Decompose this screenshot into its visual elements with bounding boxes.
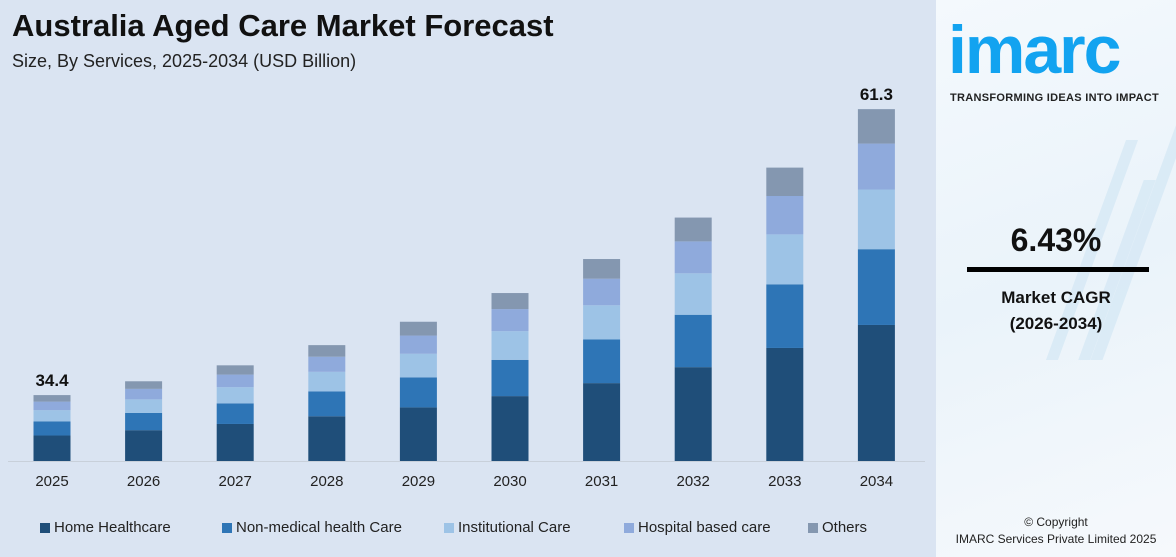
- bar-segment-home-healthcare-2029: [399, 407, 437, 461]
- bar-segment-others-2027: [216, 365, 254, 375]
- imarc-logo: imarc: [948, 12, 1121, 88]
- bar-segment-others-2028: [308, 345, 346, 357]
- bar-segment-hospital-based-care-2032: [674, 241, 712, 274]
- copyright-line1: © Copyright: [1024, 515, 1088, 529]
- legend-swatch: [444, 522, 454, 533]
- plot: 2025 34.4 2026 2027 2028 2029 2030 2031 2032 2033…: [8, 85, 925, 490]
- legend-item: Non-medical health Care: [222, 519, 444, 536]
- bar-segment-hospital-based-care-2031: [583, 278, 621, 306]
- legend-item: Others: [808, 519, 888, 536]
- bar-segment-hospital-based-care-2033: [766, 196, 804, 235]
- chart-title: Australia Aged Care Market Forecast: [12, 8, 554, 43]
- legend-label: Non-medical health Care: [236, 519, 402, 536]
- bar-segment-hospital-based-care-2025: [33, 401, 71, 411]
- bar-segment-non-medical-health-care-2029: [399, 377, 437, 408]
- x-tick-label: 2034: [860, 473, 893, 490]
- bar-segment-hospital-based-care-2030: [491, 309, 529, 332]
- bar-segment-home-healthcare-2032: [674, 367, 712, 461]
- x-tick-label: 2032: [677, 473, 710, 490]
- legend-label: Others: [822, 519, 868, 536]
- bar-segment-home-healthcare-2033: [766, 347, 804, 461]
- bar-segment-non-medical-health-care-2032: [674, 314, 712, 368]
- bar-segment-non-medical-health-care-2025: [33, 421, 71, 436]
- cagr-label-text: Market CAGR: [1001, 288, 1111, 307]
- bar-segment-non-medical-health-care-2031: [583, 339, 621, 384]
- bar-segment-institutional-care-2026: [125, 399, 163, 413]
- data-label: 34.4: [35, 371, 69, 390]
- chart-subtitle: Size, By Services, 2025-2034 (USD Billio…: [12, 51, 357, 71]
- chart-area: Australia Aged Care Market Forecast Size…: [8, 8, 925, 536]
- data-label: 61.3: [860, 85, 893, 104]
- bar-segment-institutional-care-2027: [216, 387, 254, 404]
- x-tick-label: 2027: [219, 473, 252, 490]
- bar-segment-non-medical-health-care-2027: [216, 403, 254, 424]
- legend-label: Home Healthcare: [54, 519, 171, 536]
- copyright: © Copyright IMARC Services Private Limit…: [936, 514, 1176, 548]
- bar-segment-home-healthcare-2027: [216, 423, 254, 461]
- legend-label: Institutional Care: [458, 519, 571, 536]
- bar-segment-home-healthcare-2030: [491, 396, 529, 461]
- bar-segment-non-medical-health-care-2034: [857, 249, 895, 325]
- bar-segment-hospital-based-care-2026: [125, 388, 163, 400]
- bar-segment-non-medical-health-care-2026: [125, 412, 163, 431]
- legend-item: Hospital based care: [624, 519, 808, 536]
- x-tick-label: 2028: [310, 473, 343, 490]
- bar-segment-home-healthcare-2025: [33, 435, 71, 461]
- bar-segment-others-2033: [766, 167, 804, 197]
- bar-segment-home-healthcare-2034: [857, 324, 895, 461]
- x-tick-label: 2033: [768, 473, 801, 490]
- bar-segment-institutional-care-2031: [583, 305, 621, 340]
- bar-segment-non-medical-health-care-2033: [766, 284, 804, 348]
- bar-segment-hospital-based-care-2027: [216, 374, 254, 388]
- bar-segment-home-healthcare-2028: [308, 416, 346, 461]
- bar-segment-institutional-care-2032: [674, 273, 712, 315]
- bar-segment-non-medical-health-care-2030: [491, 359, 529, 397]
- legend: Home Healthcare Non-medical health Care In…: [40, 519, 888, 536]
- side-panel: imarc TRANSFORMING IDEAS INTO IMPACT 6.4…: [936, 0, 1176, 557]
- cagr-label: Market CAGR (2026-2034): [936, 285, 1176, 337]
- bar-segment-others-2029: [399, 321, 437, 336]
- bar-segment-institutional-care-2028: [308, 371, 346, 392]
- bar-segment-institutional-care-2033: [766, 234, 804, 285]
- cagr-value: 6.43%: [1010, 222, 1102, 258]
- x-tick-label: 2026: [127, 473, 160, 490]
- bar-segment-institutional-care-2025: [33, 410, 71, 422]
- bar-segment-institutional-care-2030: [491, 331, 529, 360]
- bar-segment-others-2034: [857, 109, 895, 144]
- legend-item: Institutional Care: [444, 519, 624, 536]
- cagr-period: (2026-2034): [1009, 314, 1103, 333]
- x-tick-label: 2029: [402, 473, 435, 490]
- legend-swatch: [40, 522, 50, 533]
- legend-swatch: [808, 522, 818, 533]
- bar-segment-non-medical-health-care-2028: [308, 391, 346, 417]
- bar-segment-others-2025: [33, 395, 71, 402]
- bar-segment-institutional-care-2029: [399, 353, 437, 378]
- copyright-line2: IMARC Services Private Limited 2025: [955, 532, 1157, 546]
- legend-swatch: [222, 522, 232, 533]
- legend-label: Hospital based care: [638, 519, 771, 536]
- x-tick-label: 2030: [493, 473, 526, 490]
- bar-segment-others-2030: [491, 293, 529, 310]
- bar-segment-home-healthcare-2026: [125, 430, 163, 461]
- tagline: TRANSFORMING IDEAS INTO IMPACT: [950, 92, 1160, 104]
- x-tick-label: 2025: [35, 473, 68, 490]
- bar-segment-others-2031: [583, 259, 621, 279]
- bar-segment-home-healthcare-2031: [583, 383, 621, 461]
- bar-segment-hospital-based-care-2029: [399, 335, 437, 354]
- bar-segment-institutional-care-2034: [857, 189, 895, 250]
- legend-item: Home Healthcare: [40, 519, 222, 536]
- bar-segment-others-2032: [674, 217, 712, 242]
- divider: [967, 267, 1149, 272]
- bar-segment-hospital-based-care-2028: [308, 356, 346, 372]
- bar-segment-hospital-based-care-2034: [857, 143, 895, 190]
- bar-segment-others-2026: [125, 381, 163, 389]
- legend-swatch: [624, 522, 634, 533]
- x-tick-label: 2031: [585, 473, 618, 490]
